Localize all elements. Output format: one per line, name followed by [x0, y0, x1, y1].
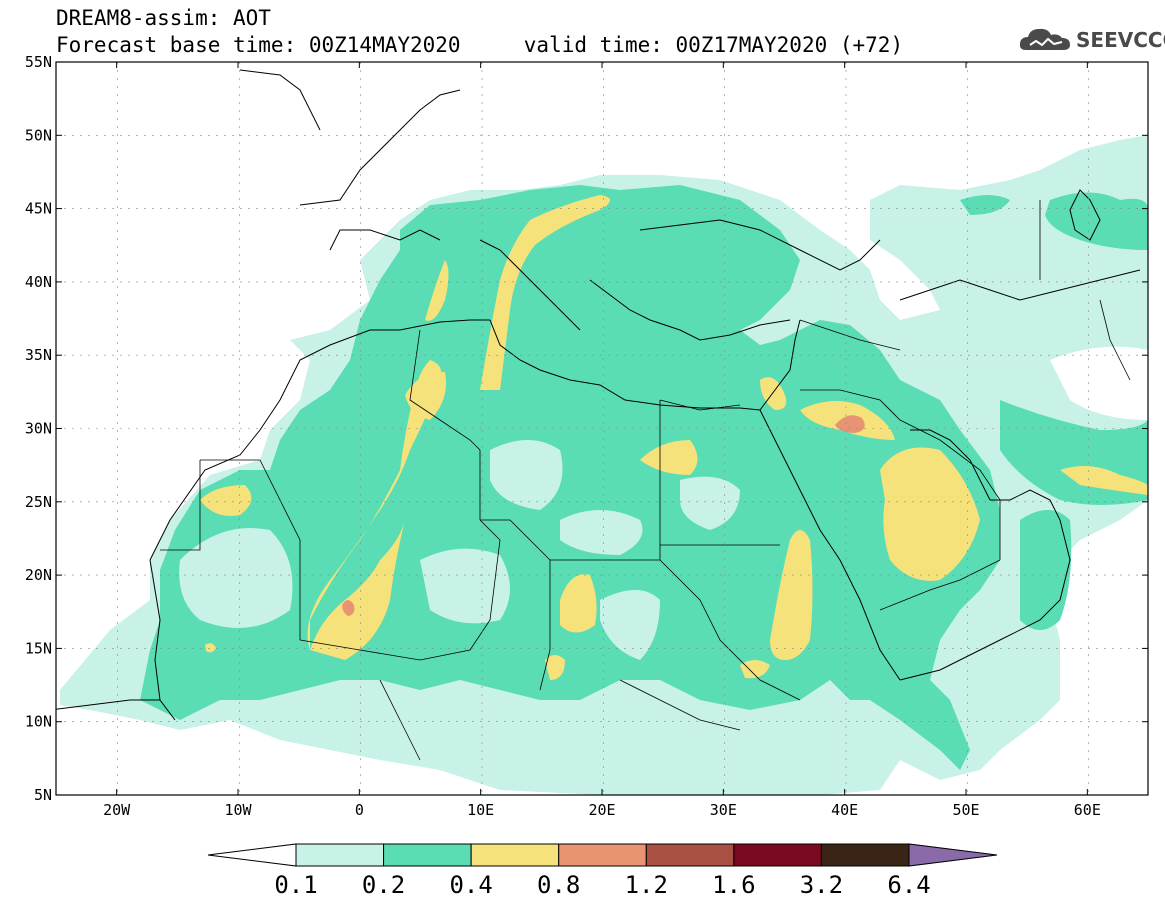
colorbar-segment — [470, 843, 560, 867]
lat-label: 30N — [25, 420, 52, 438]
lat-label: 55N — [25, 53, 52, 71]
colorbar-label: 1.6 — [712, 871, 755, 899]
chart-title: DREAM8-assim: AOT — [56, 6, 271, 30]
colorbar-extend-high — [908, 843, 998, 867]
lat-label: 35N — [25, 346, 52, 364]
colorbar-segment — [645, 843, 735, 867]
lat-label: 50N — [25, 126, 52, 144]
colorbar-label: 3.2 — [800, 871, 843, 899]
colorbar-label: 0.2 — [362, 871, 405, 899]
colorbar-segment — [558, 843, 647, 867]
brand-logo: SEEVCCC — [1018, 24, 1165, 56]
chart-subtitle: Forecast base time: 00Z14MAY2020 valid t… — [56, 33, 904, 57]
aot-level-0.4 — [307, 360, 442, 650]
colorbar-label: 0.4 — [449, 871, 492, 899]
colorbar-segment — [733, 843, 822, 867]
colorbar-label: 1.2 — [625, 871, 668, 899]
axis-ticks — [56, 61, 1148, 796]
lon-label: 10E — [467, 801, 494, 819]
latitude-labels: 55N 50N 45N 40N 35N 30N 25N 20N 15N 10N 5N — [25, 53, 52, 804]
colorbar-label: 6.4 — [887, 871, 930, 899]
lon-label: 20E — [588, 801, 615, 819]
borders — [160, 200, 1131, 761]
lon-label: 60E — [1074, 801, 1101, 819]
colorbar-segment — [295, 843, 385, 867]
coastlines — [56, 69, 1141, 721]
aot-level-0.8 — [342, 600, 355, 616]
longitude-labels: 20W 10W 0 10E 20E 30E 40E 50E 60E — [103, 801, 1101, 819]
colorbar-segment — [820, 843, 910, 867]
colorbar-label: 0.1 — [274, 871, 317, 899]
lat-label: 5N — [34, 786, 52, 804]
dust-field — [56, 62, 1148, 795]
lat-label: 40N — [25, 273, 52, 291]
lon-label: 40E — [831, 801, 858, 819]
lon-label: 0 — [355, 801, 364, 819]
lon-label: 30E — [710, 801, 737, 819]
lat-label: 20N — [25, 566, 52, 584]
lon-label: 50E — [952, 801, 979, 819]
colorbar-segment — [383, 843, 472, 867]
lon-label: 20W — [103, 801, 131, 819]
colorbar-label: 0.8 — [537, 871, 580, 899]
lon-label: 10W — [224, 801, 252, 819]
lat-label: 10N — [25, 713, 52, 731]
colorbar-extend-low — [207, 843, 297, 867]
lat-label: 25N — [25, 493, 52, 511]
graticule — [56, 62, 1148, 795]
lat-label: 45N — [25, 200, 52, 218]
lat-label: 15N — [25, 639, 52, 657]
brand-name: SEEVCCC — [1076, 28, 1165, 52]
cloud-logo-icon — [1019, 28, 1070, 50]
